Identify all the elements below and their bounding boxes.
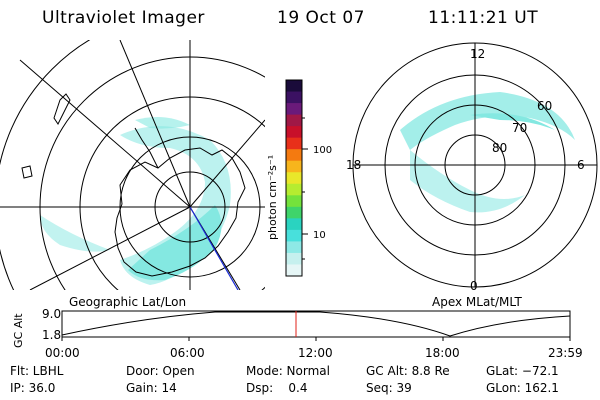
colorbar-segment	[286, 114, 302, 127]
colorbar-segment	[286, 206, 302, 219]
colorbar-tick-100: 100	[313, 145, 332, 156]
mlat-label-70: 70	[512, 121, 527, 135]
mlt-label-18: 18	[346, 158, 361, 172]
status-door: Door: Open	[126, 364, 195, 378]
antarctica-coastline	[114, 147, 246, 277]
left-map-caption: Geographic Lat/Lon	[69, 295, 187, 309]
colorbar-segment	[286, 126, 302, 139]
altitude-curve	[61, 311, 571, 337]
colorbar-segment	[286, 183, 302, 196]
colorbar-segment	[286, 172, 302, 185]
status-gc-alt: GC Alt: 8.8 Re	[366, 364, 450, 378]
colorbar-segment	[286, 103, 302, 116]
status-glat: GLat: −72.1	[486, 364, 559, 378]
mlt-axes	[353, 43, 597, 287]
colorbar-tick-10: 10	[313, 230, 326, 241]
alt-xtick-0000: 00:00	[45, 346, 80, 360]
aurora-emission-right	[400, 92, 575, 213]
colorbar-segment	[286, 241, 302, 254]
alt-xtick-1200: 12:00	[298, 346, 333, 360]
new-zealand-coastline	[53, 93, 71, 125]
mlt-label-0: 0	[470, 279, 478, 293]
colorbar-unit-label: photon cm⁻²s⁻¹	[266, 155, 279, 240]
mlat-label-80: 80	[492, 141, 507, 155]
status-mode: Mode: Normal	[246, 364, 330, 378]
alt-ylabel: GC Alt	[12, 313, 25, 348]
status-filter: Flt: LBHL	[10, 364, 64, 378]
observation-date: 19 Oct 07	[277, 8, 365, 28]
status-dsp: Dsp: 0.4	[246, 381, 308, 395]
terminator-line	[189, 206, 239, 290]
mlt-label-6: 6	[577, 158, 585, 172]
alt-xtick-0600: 06:00	[170, 346, 205, 360]
color-scale-ticks: 100 10	[302, 117, 332, 260]
altitude-plot: 9.0 1.8 GC Alt 00:00 06:00 12:00 18:00 2…	[12, 307, 583, 360]
magnetic-map: 12 18 6 0 60 70 80	[346, 42, 598, 293]
colorbar-segment	[286, 229, 302, 242]
observation-time: 11:11:21 UT	[428, 8, 539, 28]
colorbar-segment	[286, 252, 302, 265]
colorbar-segment	[286, 149, 302, 162]
status-ip: IP: 36.0	[10, 381, 56, 395]
status-glon: GLon: 162.1	[486, 381, 559, 395]
instrument-title: Ultraviolet Imager	[42, 8, 205, 28]
colorbar-segment	[286, 160, 302, 173]
mlat-label-60: 60	[537, 99, 552, 113]
status-gain: Gain: 14	[126, 381, 177, 395]
colorbar-segment	[286, 91, 302, 104]
colorbar-segment	[286, 137, 302, 150]
geographic-map	[0, 40, 265, 290]
color-scale-bar	[285, 79, 303, 277]
colorbar-segment	[286, 80, 302, 93]
alt-ytick-1.8: 1.8	[42, 328, 61, 342]
colorbar-segment	[286, 218, 302, 231]
mlt-label-12: 12	[470, 47, 485, 61]
colorbar-segment	[286, 195, 302, 208]
colorbar-frame	[285, 79, 303, 277]
colorbar-segment	[286, 264, 302, 277]
alt-xtick-2359: 23:59	[548, 346, 583, 360]
status-seq: Seq: 39	[366, 381, 412, 395]
tasmania-coastline	[21, 165, 33, 179]
alt-xtick-1800: 18:00	[425, 346, 460, 360]
right-map-caption: Apex MLat/MLT	[432, 295, 522, 309]
antarctic-peninsula-coastline	[134, 127, 159, 169]
alt-ytick-9: 9.0	[42, 307, 61, 321]
